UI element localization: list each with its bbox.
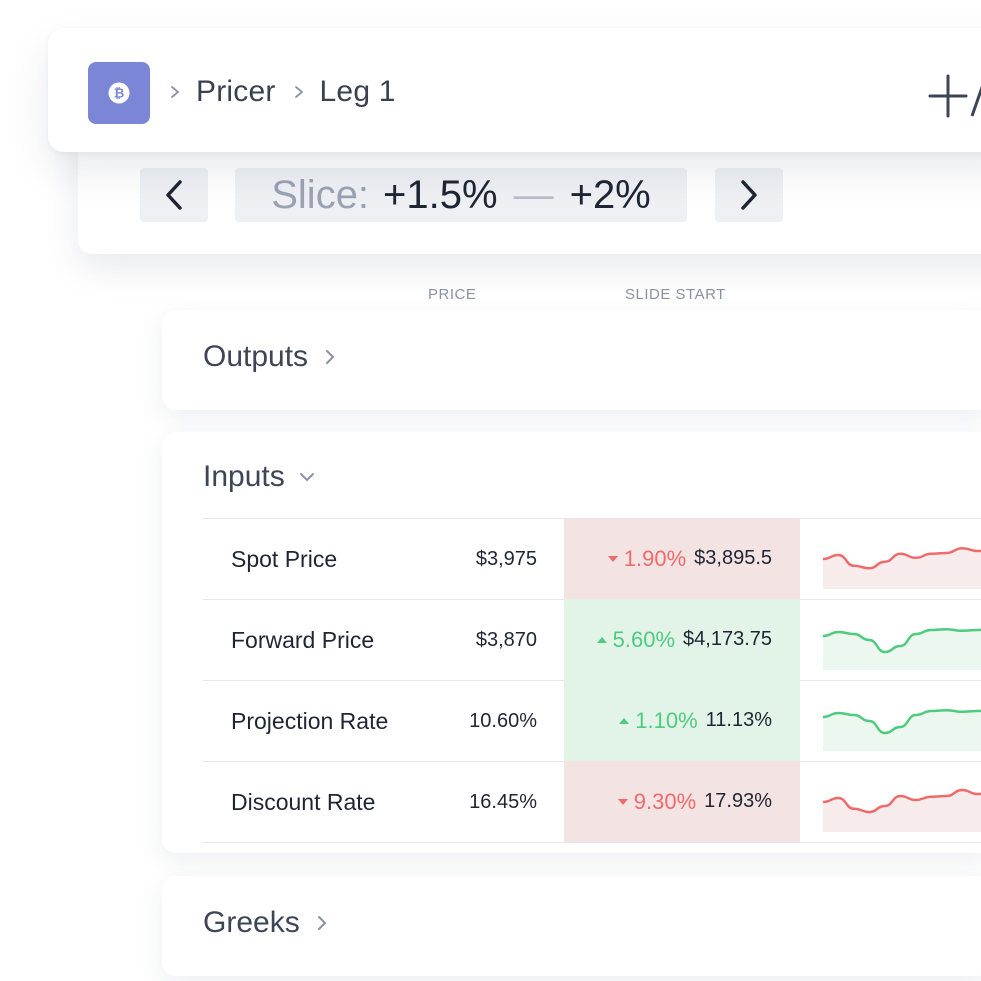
sparkline: [823, 708, 981, 751]
slice-label: Slice:: [271, 172, 370, 217]
table-row[interactable]: Spot Price $3,975 1.90% $3,895.5: [203, 518, 981, 600]
sparkline-area: [823, 548, 981, 589]
slide-cell: 1.90% $3,895.5: [564, 518, 800, 599]
sparkline-area: [823, 710, 981, 751]
change-percent: 1.10%: [635, 707, 698, 733]
section-title: Outputs: [203, 340, 309, 373]
section-title: Inputs: [203, 460, 285, 493]
slide-value: $4,173.75: [683, 628, 772, 650]
input-label: Projection Rate: [231, 707, 389, 734]
add-button[interactable]: [928, 74, 981, 118]
chevron-right-icon: [171, 86, 180, 98]
slice-from: +1.5%: [383, 172, 498, 217]
inputs-table: Spot Price $3,975 1.90% $3,895.5 Forward…: [203, 518, 981, 843]
chevron-down-icon: [299, 473, 314, 482]
slice-range-display: Slice: +1.5% — +2%: [235, 168, 687, 222]
chevron-left-icon: [166, 180, 182, 210]
chevron-right-icon: [294, 86, 303, 98]
slice-next-button[interactable]: [715, 168, 783, 222]
input-label: Discount Rate: [231, 788, 376, 815]
column-header-price: PRICE: [428, 286, 477, 303]
table-row[interactable]: Forward Price $3,870 5.60% $4,173.75: [203, 599, 981, 681]
caret-down-icon: [607, 555, 618, 562]
input-price: $3,975: [475, 547, 537, 570]
svg-text:₿: ₿: [114, 87, 125, 102]
input-price: 16.45%: [469, 790, 537, 813]
breadcrumb: Pricer Leg 1: [162, 72, 396, 112]
slice-to: +2%: [569, 172, 651, 217]
slide-cell: 9.30% 17.93%: [564, 761, 800, 842]
input-label: Spot Price: [231, 545, 338, 572]
sparkline-area: [823, 790, 981, 832]
outputs-header[interactable]: Outputs: [203, 340, 338, 374]
table-row[interactable]: Discount Rate 16.45% 9.30% 17.93%: [203, 761, 981, 843]
input-price: 10.60%: [469, 709, 537, 732]
caret-up-icon: [596, 636, 607, 643]
plus-icon: [928, 74, 981, 118]
greeks-section[interactable]: Greeks: [162, 876, 981, 976]
slide-value: 17.93%: [704, 790, 772, 812]
bitcoin-icon: ₿: [108, 82, 130, 104]
breadcrumb-pricer[interactable]: Pricer: [196, 75, 276, 108]
slide-cell: 1.10% 11.13%: [564, 680, 800, 761]
sparkline-line: [823, 627, 981, 654]
caret-down-icon: [617, 798, 628, 805]
outputs-section[interactable]: Outputs: [162, 310, 981, 410]
greeks-header[interactable]: Greeks: [203, 906, 330, 940]
chevron-right-icon: [326, 350, 335, 364]
breadcrumb-leg[interactable]: Leg 1: [319, 75, 396, 108]
change-percent: 1.90%: [623, 545, 687, 571]
inputs-header[interactable]: Inputs: [203, 460, 315, 494]
inputs-section: Inputs Spot Price $3,975 1.90% $3,895.5 …: [162, 432, 981, 853]
sparkline-line: [823, 708, 981, 735]
slide-value: $3,895.5: [694, 547, 772, 569]
sparkline-line: [823, 546, 981, 570]
sparkline: [823, 627, 981, 670]
caret-up-icon: [619, 717, 630, 724]
slice-prev-button[interactable]: [140, 168, 208, 222]
section-title: Greeks: [203, 906, 300, 939]
input-price: $3,870: [475, 628, 537, 651]
change-percent: 9.30%: [633, 788, 697, 814]
table-row[interactable]: Projection Rate 10.60% 1.10% 11.13%: [203, 680, 981, 762]
logo-tile[interactable]: ₿: [88, 62, 150, 124]
sparkline-area: [823, 629, 981, 670]
change-percent: 5.60%: [612, 626, 676, 652]
chevron-right-icon: [317, 916, 327, 930]
sparkline: [823, 788, 981, 832]
header-bar: ₿ Pricer Leg 1: [48, 28, 981, 152]
chevron-right-icon: [741, 180, 757, 210]
slice-separator: —: [513, 172, 554, 217]
sparkline: [823, 546, 981, 589]
slide-cell: 5.60% $4,173.75: [564, 599, 800, 680]
column-header-slide-start: SLIDE START: [625, 286, 726, 303]
sparkline-line: [823, 788, 981, 814]
input-label: Forward Price: [231, 626, 375, 653]
slide-value: 11.13%: [705, 709, 772, 731]
